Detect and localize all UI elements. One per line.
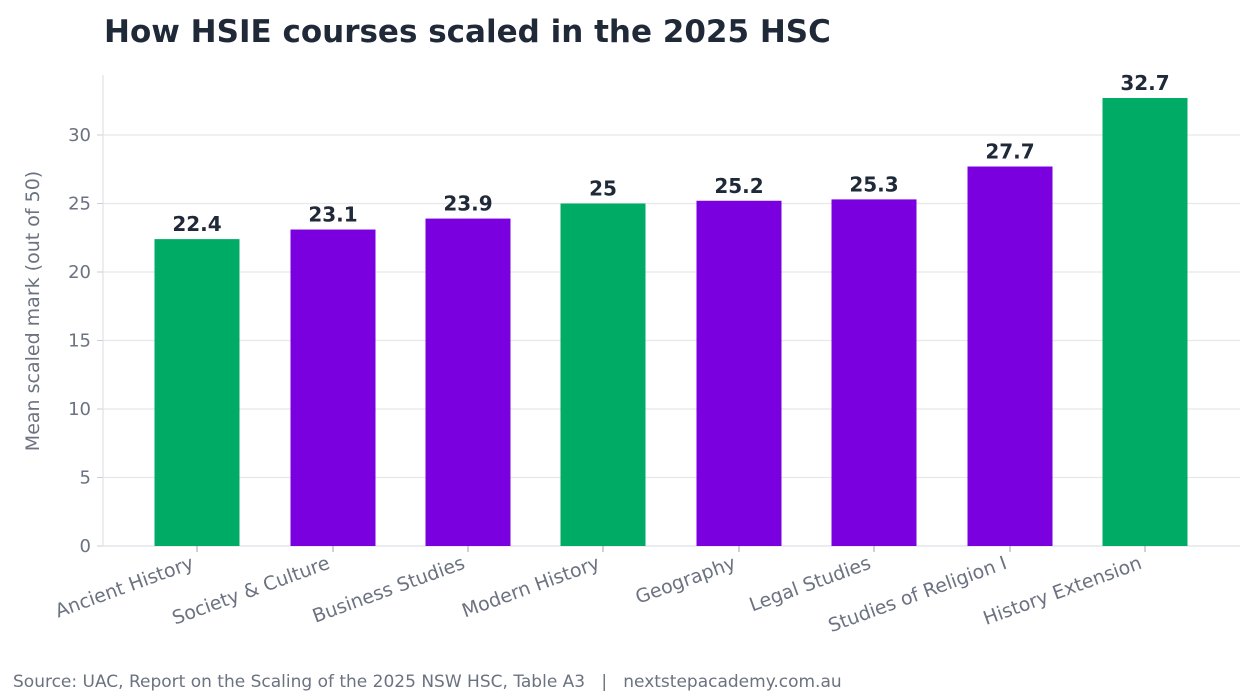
value-label: 23.1 xyxy=(308,203,357,227)
bar xyxy=(154,239,240,546)
y-tick-label: 5 xyxy=(80,468,91,489)
bar xyxy=(1102,98,1188,546)
value-label: 23.9 xyxy=(443,192,492,216)
y-tick-label: 25 xyxy=(68,194,91,215)
value-label: 25.2 xyxy=(714,174,763,198)
y-axis-title: Mean scaled mark (out of 50) xyxy=(22,171,44,451)
value-labels: 22.4 23.1 23.9 25 25.2 25.3 27.7 32.7 xyxy=(172,71,1169,236)
axes xyxy=(97,75,1240,552)
bar xyxy=(290,229,376,546)
bar-chart: 0 5 10 15 20 25 30 22.4 23.1 23.9 25 25.2 25.3 27.7 3… xyxy=(22,71,1240,637)
value-label: 27.7 xyxy=(985,140,1034,164)
x-tick-label: Business Studies xyxy=(310,552,468,628)
value-label: 25 xyxy=(589,177,617,201)
source-note: Source: UAC, Report on the Scaling of th… xyxy=(13,672,842,692)
y-tick-labels: 0 5 10 15 20 25 30 xyxy=(68,125,91,557)
x-tick-label: Geography xyxy=(633,552,739,609)
bar xyxy=(425,218,511,546)
bar xyxy=(967,166,1053,546)
bars xyxy=(154,98,1188,546)
y-tick-label: 15 xyxy=(68,331,91,352)
value-label: 32.7 xyxy=(1120,71,1169,95)
y-tick-label: 20 xyxy=(68,262,91,283)
x-tick-label: Society & Culture xyxy=(169,552,332,629)
value-label: 25.3 xyxy=(849,172,898,196)
gridlines xyxy=(103,134,1240,479)
chart-title: How HSIE courses scaled in the 2025 HSC xyxy=(104,14,831,50)
y-tick-label: 30 xyxy=(68,125,91,146)
y-tick-label: 0 xyxy=(80,536,91,557)
value-label: 22.4 xyxy=(172,212,221,236)
bar xyxy=(831,199,917,546)
bar xyxy=(560,203,646,546)
y-tick-label: 10 xyxy=(68,399,91,420)
x-tick-label: Modern History xyxy=(459,552,603,622)
bar xyxy=(696,200,782,546)
